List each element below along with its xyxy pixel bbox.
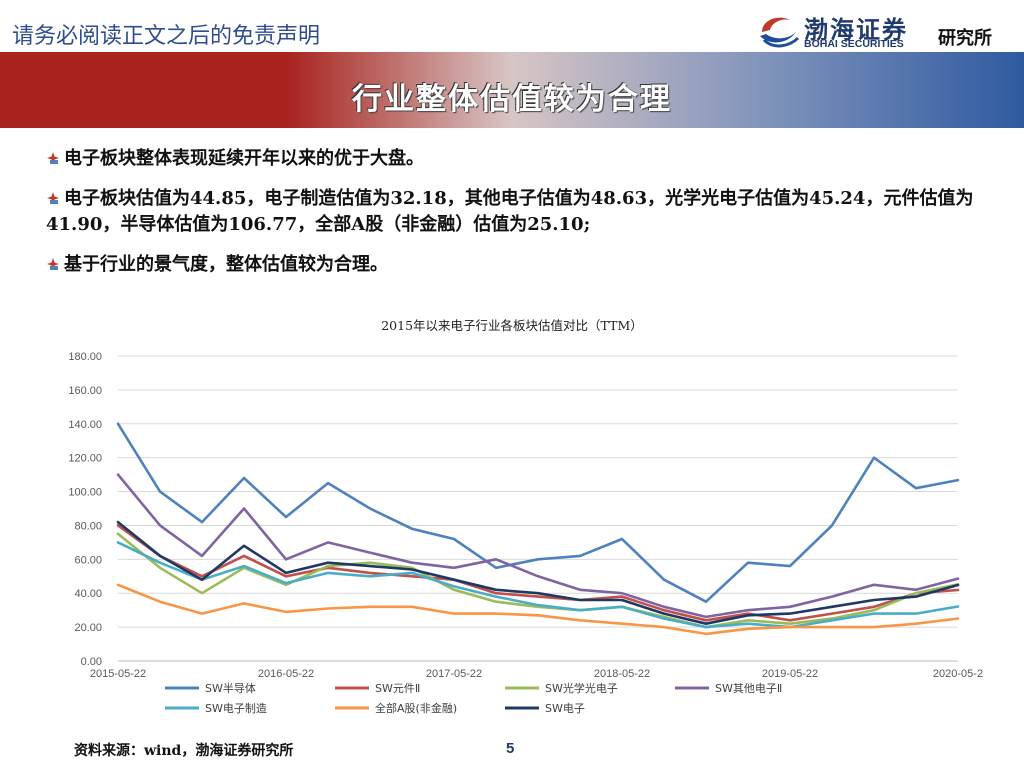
logo-chinese-name: 渤海证券 xyxy=(804,15,908,44)
y-tick-label: 40.00 xyxy=(74,588,102,600)
title-banner: 行业整体估值较为合理 xyxy=(0,52,1024,128)
y-tick-label: 120.00 xyxy=(68,453,102,465)
legend-label: SW其他电子Ⅱ xyxy=(715,682,782,695)
x-tick-label: 2020-05-2 xyxy=(933,668,983,680)
disclaimer-text: 请务必阅读正文之后的免责声明 xyxy=(12,24,321,49)
y-tick-label: 20.00 xyxy=(74,622,102,634)
bullet-list: 电子板块整体表现延续开年以来的优于大盘。 电子板块估值为44.85，电子制造估值… xyxy=(46,146,1006,292)
series-line-3 xyxy=(116,473,960,619)
page-number: 5 xyxy=(506,740,515,757)
x-tick-label: 2018-05-22 xyxy=(594,668,650,680)
logo-department: 研究所 xyxy=(938,28,992,49)
legend-label: SW电子制造 xyxy=(205,701,267,715)
y-tick-label: 80.00 xyxy=(74,520,102,532)
bullet-star-icon xyxy=(47,192,59,204)
valuation-chart: 2015年以来电子行业各板块估值对比（TTM） 0.00 20.00 40.00 60.… xyxy=(0,310,1024,740)
bullet-item: 电子板块估值为44.85，电子制造估值为32.18，其他电子估值为48.63，光… xyxy=(46,186,1006,238)
legend-label: SW半导体 xyxy=(205,681,256,695)
source-note: 资料来源：wind，渤海证券研究所 xyxy=(74,743,294,759)
bullet-item: 基于行业的景气度，整体估值较为合理。 xyxy=(46,252,1006,278)
x-tick-label: 2016-05-22 xyxy=(258,668,314,680)
bullet-text: 电子板块整体表现延续开年以来的优于大盘。 xyxy=(64,148,424,169)
legend-label: SW元件Ⅱ xyxy=(375,682,420,695)
y-tick-label: 100.00 xyxy=(68,487,102,499)
series-line-5 xyxy=(116,583,960,636)
series-line-6 xyxy=(116,520,960,626)
bullet-text: 基于行业的景气度，整体估值较为合理。 xyxy=(64,254,388,275)
bullet-text: 电子板块估值为44.85，电子制造估值为32.18，其他电子估值为48.63，光… xyxy=(46,188,974,235)
legend-label: 全部A股(非金融) xyxy=(375,701,457,715)
series-line-0 xyxy=(116,422,960,604)
legend-label: SW电子 xyxy=(545,702,585,715)
legend-label: SW光学光电子 xyxy=(545,681,618,695)
y-tick-label: 180.00 xyxy=(68,351,102,363)
logo-english-name: BOHAI SECURITIES xyxy=(804,38,904,50)
y-tick-label: 60.00 xyxy=(74,554,102,566)
bullet-star-icon xyxy=(47,152,59,164)
x-tick-label: 2017-05-22 xyxy=(426,668,482,680)
y-tick-label: 160.00 xyxy=(68,385,102,397)
bullet-star-icon xyxy=(47,258,59,270)
bullet-item: 电子板块整体表现延续开年以来的优于大盘。 xyxy=(46,146,1006,172)
bohai-logo-icon xyxy=(760,17,800,48)
series-line-4 xyxy=(116,541,960,629)
chart-svg: 2015年以来电子行业各板块估值对比（TTM） 0.00 20.00 40.00 60.… xyxy=(68,318,983,715)
top-bar: 请务必阅读正文之后的免责声明 渤海证券 BOHAI SECURITIES 研究所 xyxy=(0,0,1024,52)
x-tick-label: 2019-05-22 xyxy=(762,668,818,680)
series-line-1 xyxy=(116,524,960,622)
series-line-2 xyxy=(116,532,960,629)
y-tick-label: 140.00 xyxy=(68,419,102,431)
slide-title: 行业整体估值较为合理 xyxy=(352,82,672,117)
chart-title: 2015年以来电子行业各板块估值对比（TTM） xyxy=(381,318,643,333)
y-tick-label: 0.00 xyxy=(81,656,102,668)
x-tick-label: 2015-05-22 xyxy=(90,668,146,680)
company-logo: 渤海证券 BOHAI SECURITIES 研究所 xyxy=(752,8,1022,52)
